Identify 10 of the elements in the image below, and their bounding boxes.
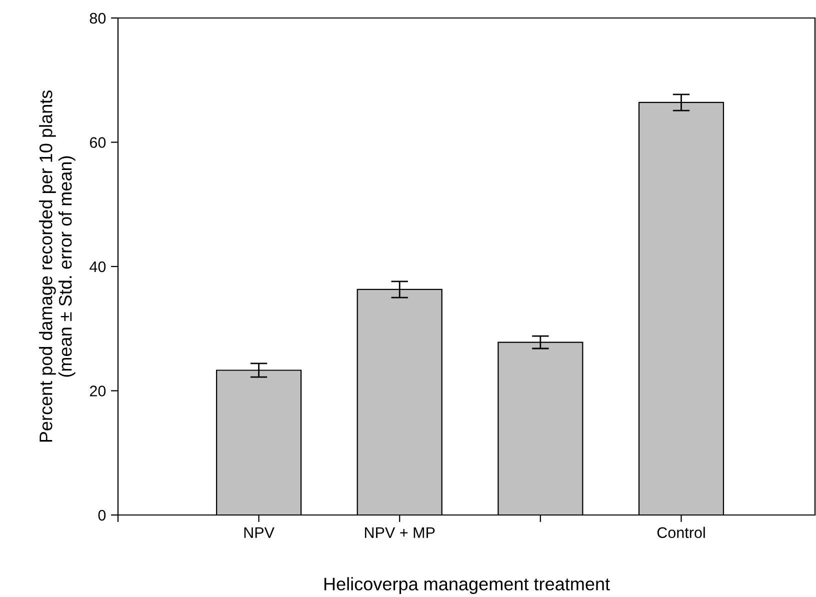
y-tick-label: 0 <box>98 510 106 521</box>
y-tick-label: 80 <box>90 12 106 24</box>
x-tick-label: Control <box>657 526 705 538</box>
x-tick-label: NPV + MP <box>365 527 435 538</box>
y-tick-label: 40 <box>90 261 106 272</box>
y-axis-title: Percent pod damage recorded per 10 plants (mean ± Std. error of mean) <box>39 90 76 442</box>
y-tick-label: 20 <box>90 386 106 396</box>
x-tick-label: NPV <box>244 527 274 538</box>
y-tick-label: 60 <box>90 137 106 148</box>
x-axis-title: Helicoverpa management treatment <box>324 577 610 594</box>
